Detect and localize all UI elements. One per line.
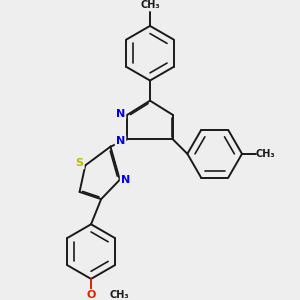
Text: N: N: [116, 109, 125, 118]
Text: N: N: [116, 136, 125, 146]
Text: O: O: [86, 290, 96, 300]
Text: S: S: [76, 158, 84, 168]
Text: CH₃: CH₃: [140, 0, 160, 10]
Text: CH₃: CH₃: [110, 290, 130, 300]
Text: CH₃: CH₃: [255, 149, 275, 159]
Text: N: N: [121, 175, 130, 185]
